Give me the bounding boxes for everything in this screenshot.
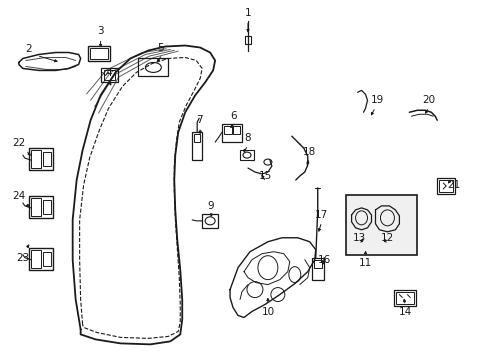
Text: 14: 14 <box>398 307 411 318</box>
Bar <box>42 252 51 266</box>
Text: 13: 13 <box>352 233 366 243</box>
Text: 9: 9 <box>207 201 214 211</box>
Text: 3: 3 <box>97 26 103 36</box>
Bar <box>240 150 253 160</box>
Text: 19: 19 <box>370 95 384 105</box>
Text: 2: 2 <box>25 44 32 54</box>
Bar <box>311 258 323 280</box>
Text: 21: 21 <box>447 180 460 190</box>
Text: 23: 23 <box>16 253 29 263</box>
Bar <box>192 132 202 160</box>
Bar <box>29 248 53 270</box>
Bar <box>31 198 41 216</box>
Bar <box>224 126 232 134</box>
Bar <box>87 45 109 62</box>
Bar <box>31 250 41 268</box>
Text: 22: 22 <box>12 138 25 148</box>
Bar <box>29 196 53 218</box>
Bar <box>202 214 218 228</box>
Text: 15: 15 <box>259 171 272 181</box>
Bar <box>138 58 168 76</box>
Bar <box>233 126 240 134</box>
Bar <box>438 180 452 192</box>
Text: 16: 16 <box>317 255 331 265</box>
Text: 17: 17 <box>314 210 327 220</box>
Text: 18: 18 <box>303 147 316 157</box>
Text: 12: 12 <box>380 233 393 243</box>
Bar <box>42 152 51 166</box>
Bar <box>222 124 242 142</box>
Bar <box>101 68 118 82</box>
Bar <box>42 200 51 214</box>
Bar <box>89 48 107 59</box>
Bar <box>103 71 115 80</box>
Text: 7: 7 <box>196 115 202 125</box>
Bar <box>345 195 416 255</box>
Bar <box>194 134 200 142</box>
Bar <box>313 260 321 268</box>
Bar <box>394 289 415 306</box>
Bar <box>31 150 41 168</box>
Bar <box>29 148 53 170</box>
Text: 4: 4 <box>105 68 112 78</box>
Text: 5: 5 <box>157 42 163 53</box>
Text: 8: 8 <box>244 133 251 143</box>
Text: 6: 6 <box>230 111 237 121</box>
Text: 1: 1 <box>244 8 251 18</box>
Text: 11: 11 <box>358 258 371 268</box>
Bar <box>244 36 250 44</box>
Bar <box>396 292 413 303</box>
Text: 24: 24 <box>12 191 25 201</box>
Text: 10: 10 <box>261 307 274 318</box>
Text: 20: 20 <box>422 95 435 105</box>
Bar <box>436 178 454 194</box>
